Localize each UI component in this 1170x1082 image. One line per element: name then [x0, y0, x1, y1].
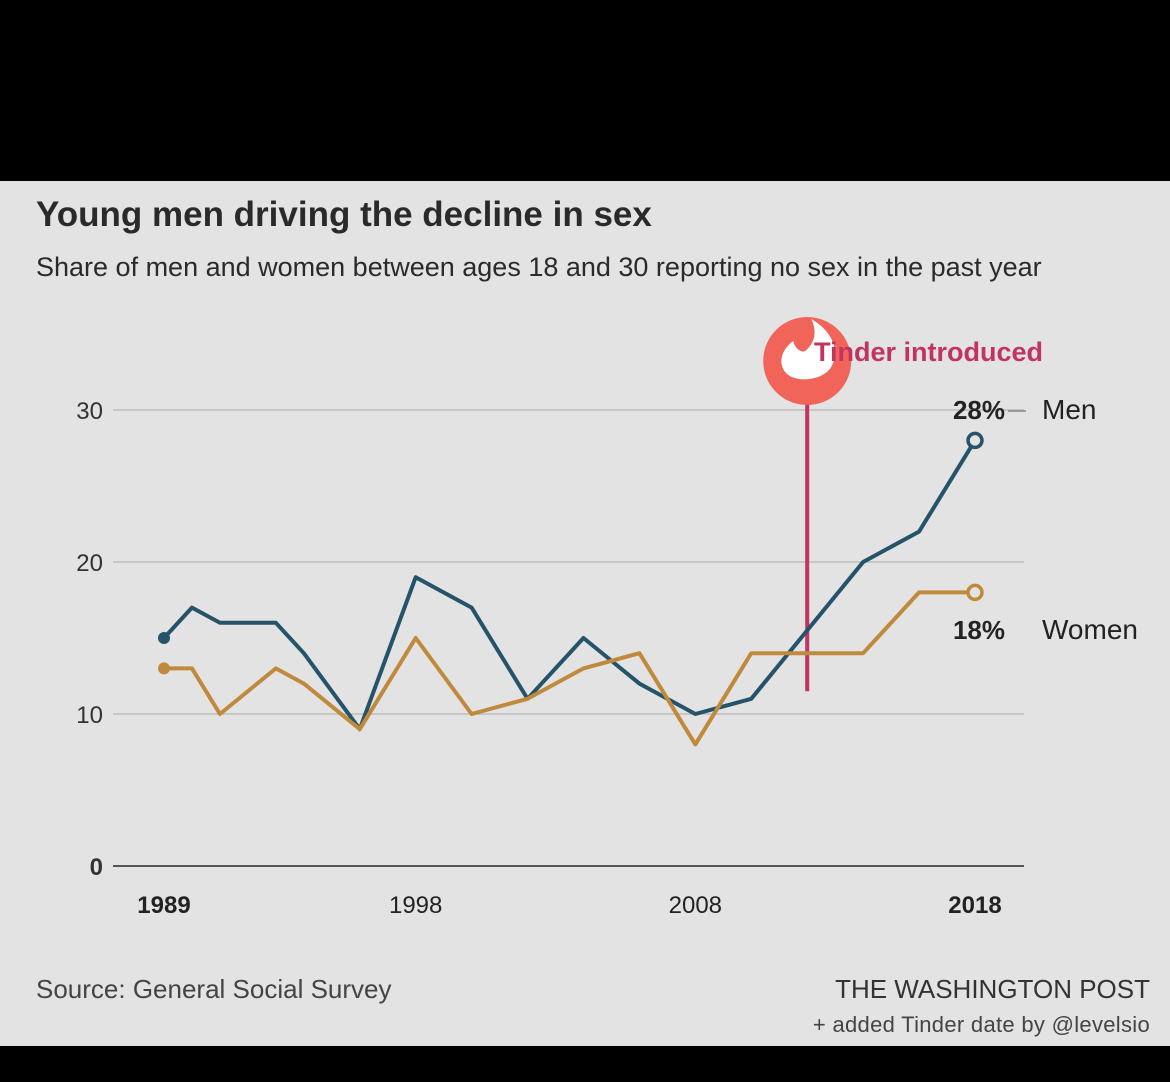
y-tick-label: 30 [76, 398, 103, 425]
x-tick-label: 2018 [948, 892, 1001, 919]
series-start-point [158, 662, 170, 675]
chart-card: Young men driving the decline in sex Sha… [0, 181, 1170, 1046]
tinder-flame-icon [781, 319, 835, 380]
grid-lines [113, 409, 1024, 867]
y-tick-label: 20 [76, 550, 103, 577]
chart-labels: 0 10 20 30 1989 1998 2008 2018 Tinder introduced… [76, 337, 1138, 919]
series-name-label: Men [1042, 394, 1096, 425]
series-lines [158, 431, 984, 747]
tinder-marker [763, 317, 852, 692]
series-name-label: Women [1042, 614, 1138, 645]
series-line-women [162, 590, 977, 747]
x-tick-label: 1989 [137, 892, 190, 919]
y-tick-label: 10 [76, 702, 103, 729]
chart-subtitle: Share of men and women between ages 18 a… [36, 252, 1042, 282]
series-end-point [966, 431, 984, 450]
publisher-credit: THE WASHINGTON POST [835, 974, 1150, 1004]
series-end-value: 18% [953, 615, 1005, 645]
chart-title: Young men driving the decline in sex [36, 195, 652, 234]
line-chart: 0 10 20 30 1989 1998 2008 2018 Tinder introduced… [76, 317, 1138, 919]
x-tick-label: 2008 [669, 892, 722, 919]
series-end-point [966, 583, 984, 602]
series-end-value: 28% [953, 395, 1005, 425]
series-line-men [162, 438, 977, 732]
y-tick-label: 0 [90, 854, 103, 881]
tinder-annotation-label: Tinder introduced [814, 337, 1043, 367]
x-tick-label: 1998 [389, 892, 442, 919]
annotation-credit: + added Tinder date by @levelsio [812, 1012, 1150, 1037]
series-start-point [158, 632, 170, 644]
source-note: Source: General Social Survey [36, 974, 392, 1004]
